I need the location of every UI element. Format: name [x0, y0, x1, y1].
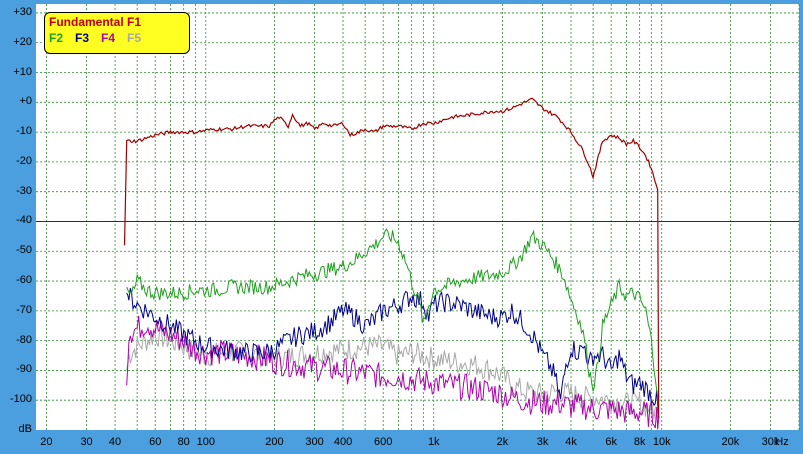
- legend-title: Fundamental F1: [49, 15, 142, 29]
- x-tick-label: 3k: [536, 436, 549, 448]
- x-tick-label: 2k: [496, 436, 509, 448]
- y-tick-label: -60: [16, 274, 32, 287]
- legend: Fundamental F1 F2 F3 F4 F5: [44, 12, 190, 54]
- x-tick-label: 100: [196, 436, 215, 448]
- y-tick-label: +0: [19, 95, 32, 108]
- x-tick-label: 200: [265, 436, 284, 448]
- series-line-f3: [126, 287, 660, 419]
- series-line-f4: [126, 315, 660, 430]
- y-tick-label: -40: [16, 214, 32, 227]
- series-layer: [123, 97, 660, 430]
- x-tick-label: 4k: [565, 436, 577, 448]
- x-tick-label: 6k: [605, 436, 617, 448]
- x-tick-label: 30: [80, 436, 93, 448]
- x-tick-label: 20: [40, 436, 53, 448]
- y-tick-label: -50: [16, 244, 32, 257]
- x-tick-label: 20k: [721, 436, 740, 448]
- x-tick-label: 300: [305, 436, 324, 448]
- series-line-f2: [126, 228, 660, 419]
- x-tick-label: Hz: [775, 436, 789, 448]
- y-tick-label: -100: [9, 393, 32, 406]
- y-tick-label: -80: [16, 333, 32, 346]
- y-tick-label: +30: [13, 5, 32, 18]
- x-tick-label: 8k: [633, 436, 646, 448]
- legend-item-f4: F4: [101, 31, 116, 45]
- y-tick-label: -90: [16, 363, 32, 376]
- legend-item-f5: F5: [127, 31, 142, 45]
- y-tick-label: -30: [16, 184, 32, 197]
- legend-items: F2 F3 F4 F5: [49, 31, 153, 45]
- x-tick-label: 40: [108, 436, 122, 448]
- y-tick-label: -70: [16, 303, 32, 316]
- plot-area: [36, 4, 799, 430]
- x-tick-label: 80: [177, 436, 190, 448]
- series-line-f1: [123, 97, 660, 419]
- y-tick-label: -10: [16, 125, 32, 138]
- y-tick-label: +10: [13, 65, 32, 78]
- y-tick-label: -20: [16, 154, 32, 167]
- y-tick-label: +20: [13, 35, 32, 48]
- legend-item-f3: F3: [75, 31, 90, 45]
- grid: [36, 4, 800, 430]
- y-tick-label: dB: [18, 423, 32, 435]
- x-tick-label: 10k: [652, 436, 671, 448]
- x-tick-label: 30k: [761, 436, 780, 448]
- x-tick-label: 60: [149, 436, 162, 448]
- x-tick-label: 400: [333, 436, 353, 448]
- x-tick-label: 1k: [427, 436, 440, 448]
- x-tick-label: 600: [373, 436, 393, 448]
- legend-item-f2: F2: [49, 31, 64, 45]
